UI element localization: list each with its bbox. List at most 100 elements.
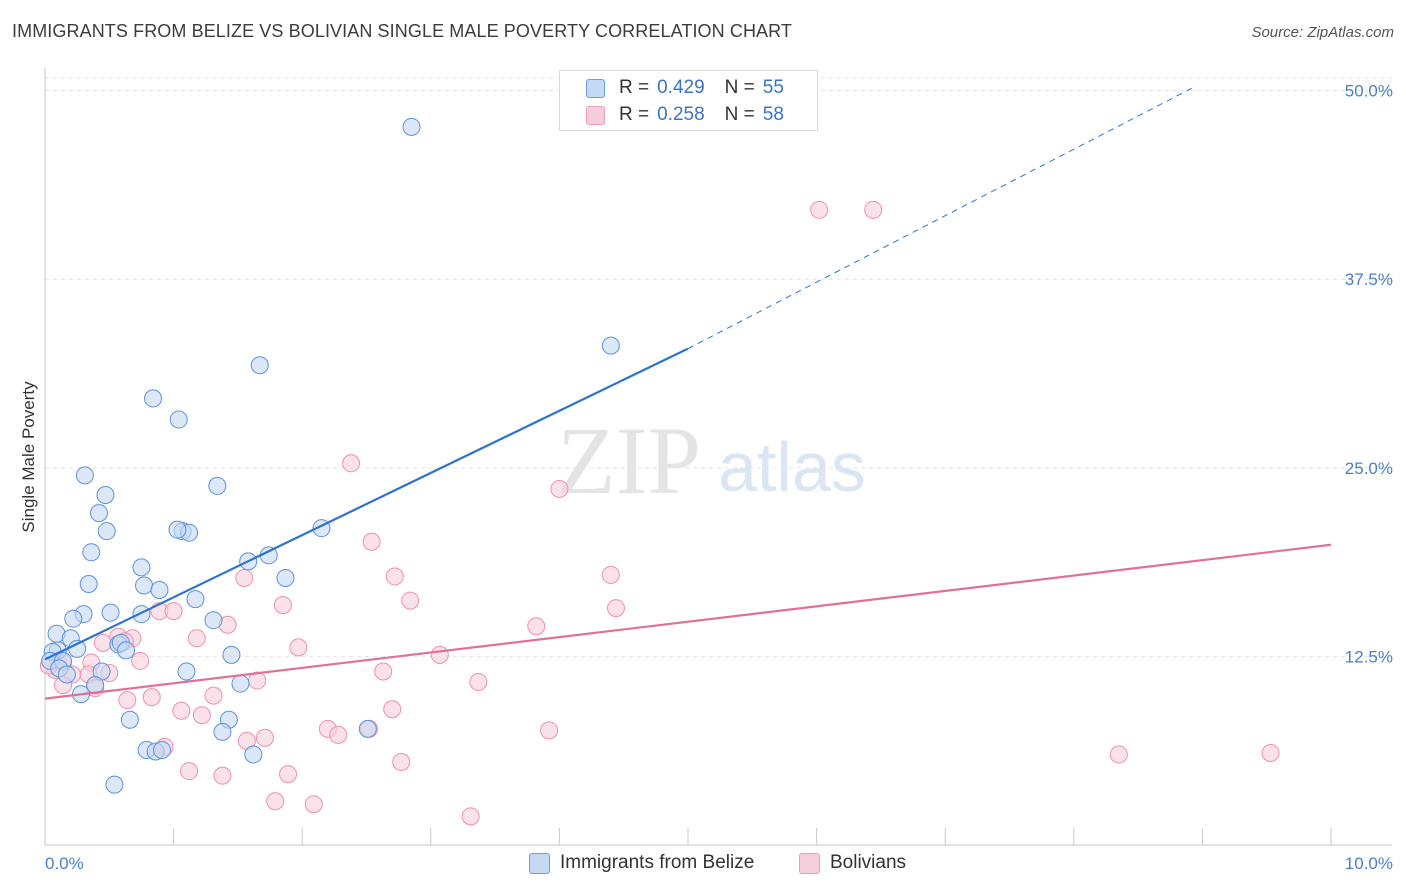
y-tick-labels: 12.5% 25.0% 37.5% 50.0% <box>1345 82 1393 667</box>
belize-point <box>101 603 120 622</box>
bolivian-point <box>1109 745 1128 764</box>
bottom-legend-belize: Immigrants from Belize <box>529 852 754 874</box>
legend-row-belize: R = 0.429 N = 55 <box>586 77 784 99</box>
bolivian-point <box>172 701 191 720</box>
bolivian-point <box>204 686 223 705</box>
bolivian-point <box>392 753 411 772</box>
belize-point <box>79 574 98 593</box>
belize-point <box>208 476 227 495</box>
belize-point <box>75 466 94 485</box>
legend-r-label: R = <box>619 104 650 125</box>
legend-row-bolivians: R = 0.258 N = 58 <box>586 104 784 126</box>
trend-line-belize-extension <box>687 85 1197 350</box>
belize-point <box>144 389 163 408</box>
belize-point <box>97 522 116 541</box>
source-label: Source: ZipAtlas.com <box>1251 24 1394 41</box>
bolivian-point <box>93 633 112 652</box>
belize-point <box>250 356 269 375</box>
legend-n-value-bolivians: 58 <box>762 104 784 125</box>
x-tick-label-max: 10.0% <box>1345 854 1393 873</box>
series-belize-points <box>41 117 620 794</box>
y-tick-label: 37.5% <box>1345 270 1393 289</box>
bolivian-point <box>213 766 232 785</box>
legend-r-label: R = <box>619 77 650 98</box>
bolivian-point <box>469 673 488 692</box>
bolivian-point <box>329 725 348 744</box>
belize-point <box>57 665 76 684</box>
legend-swatch-bolivians <box>586 105 605 125</box>
bolivian-point <box>527 617 546 636</box>
y-tick-label: 50.0% <box>1345 82 1393 101</box>
watermark-zip: ZIP <box>557 407 701 514</box>
bolivian-point <box>383 700 402 719</box>
chart-title: IMMIGRANTS FROM BELIZE VS BOLIVIAN SINGL… <box>12 21 793 41</box>
bottom-legend-swatch-bolivians <box>799 852 820 874</box>
trend-lines <box>44 85 1332 700</box>
belize-point <box>105 775 124 794</box>
bolivian-point <box>540 721 559 740</box>
bolivian-point <box>131 651 150 670</box>
belize-point <box>132 558 151 577</box>
belize-point <box>90 504 109 523</box>
bolivian-point <box>362 532 381 551</box>
watermark: ZIP atlas <box>557 407 866 514</box>
legend-r-value-belize: 0.429 <box>657 77 705 98</box>
x-tick-labels: 0.0% 10.0% <box>45 854 1393 873</box>
belize-point <box>96 485 115 504</box>
belize-point <box>186 590 205 609</box>
belize-point <box>153 740 172 759</box>
bolivian-point <box>385 567 404 586</box>
watermark-atlas: atlas <box>718 428 866 506</box>
belize-point <box>120 710 139 729</box>
bolivian-point <box>810 200 829 219</box>
belize-point <box>358 719 377 738</box>
bolivian-point <box>289 638 308 657</box>
bolivian-point <box>279 765 298 784</box>
bolivian-point <box>142 688 161 707</box>
y-tick-label: 12.5% <box>1345 647 1393 666</box>
bolivian-point <box>235 568 254 587</box>
bolivian-point <box>374 662 393 681</box>
belize-point <box>117 641 136 660</box>
belize-point <box>601 336 620 355</box>
bottom-legend-swatch-belize <box>529 852 550 874</box>
bolivian-point <box>273 596 292 615</box>
bottom-legend-bolivians: Bolivians <box>799 852 906 874</box>
correlation-legend: R = 0.429 N = 55 R = 0.258 N = 58 <box>559 70 818 131</box>
bolivian-point <box>1261 743 1280 762</box>
bottom-legend-label-bolivians: Bolivians <box>830 852 907 873</box>
bolivian-point <box>187 629 206 648</box>
x-tick-label-min: 0.0% <box>45 854 84 873</box>
bolivian-point <box>601 565 620 584</box>
bolivian-point <box>192 706 211 725</box>
belize-point <box>231 674 250 693</box>
legend-n-label: N = <box>724 104 755 125</box>
bolivian-point <box>606 599 625 618</box>
bolivian-point <box>550 479 569 498</box>
belize-point <box>169 410 188 429</box>
bolivian-point <box>118 691 137 710</box>
trend-line-bolivians <box>44 543 1332 700</box>
bottom-legend-label-belize: Immigrants from Belize <box>560 852 755 873</box>
y-axis-label: Single Male Poverty <box>19 381 38 533</box>
belize-point <box>82 543 101 562</box>
belize-point <box>132 605 151 624</box>
belize-point <box>204 611 223 630</box>
belize-point <box>213 722 232 741</box>
axes <box>44 68 1392 846</box>
belize-point <box>135 576 154 595</box>
bolivian-point <box>461 807 480 826</box>
belize-point <box>150 581 169 600</box>
belize-point <box>276 568 295 587</box>
bolivian-point <box>342 454 361 473</box>
bolivian-point <box>864 200 883 219</box>
bolivian-point <box>266 792 285 811</box>
legend-r-value-bolivians: 0.258 <box>657 104 705 125</box>
bolivian-point <box>164 602 183 621</box>
bolivian-point <box>304 795 323 814</box>
belize-point <box>168 520 187 539</box>
legend-n-label: N = <box>724 77 755 98</box>
belize-point <box>64 609 83 628</box>
bolivian-point <box>180 762 199 781</box>
